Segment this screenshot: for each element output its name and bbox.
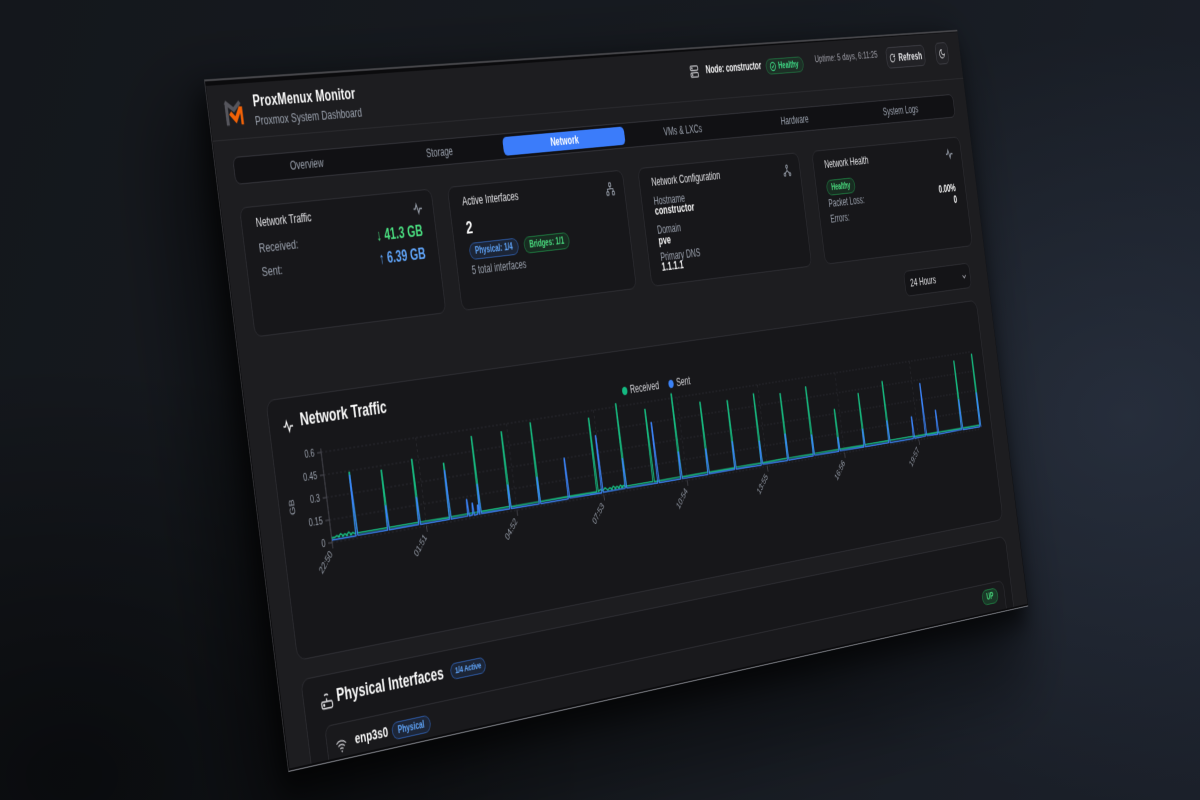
svg-text:0.6: 0.6: [304, 448, 315, 461]
svg-text:16:56: 16:56: [833, 458, 846, 482]
svg-text:19:57: 19:57: [908, 445, 921, 469]
svg-text:10:54: 10:54: [675, 486, 689, 511]
svg-text:GB: GB: [287, 499, 297, 516]
svg-text:07:53: 07:53: [591, 501, 606, 527]
svg-text:13:55: 13:55: [756, 472, 770, 497]
svg-text:0.45: 0.45: [303, 470, 318, 483]
svg-text:04:52: 04:52: [503, 516, 518, 542]
svg-text:22:50: 22:50: [317, 549, 334, 576]
svg-text:01:51: 01:51: [412, 532, 428, 559]
svg-text:0.3: 0.3: [309, 493, 320, 506]
svg-text:0.15: 0.15: [308, 516, 323, 530]
svg-text:0: 0: [321, 538, 326, 550]
